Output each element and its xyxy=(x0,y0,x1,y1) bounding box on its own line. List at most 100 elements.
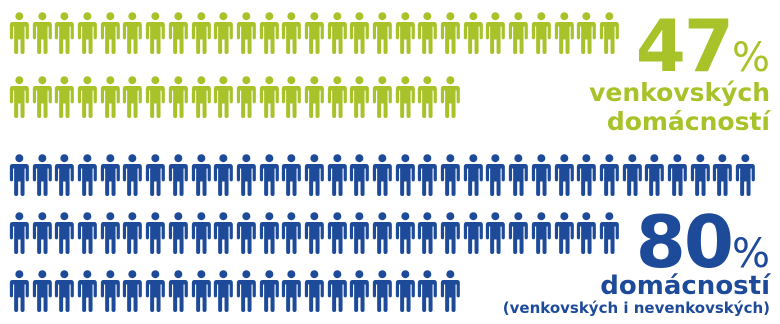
rural-percent-value: 47 xyxy=(635,4,734,88)
rural-people-row-2 xyxy=(8,76,462,118)
person-icon xyxy=(99,12,122,54)
person-icon xyxy=(394,154,417,196)
person-icon xyxy=(8,12,31,54)
person-icon xyxy=(326,270,349,312)
person-icon xyxy=(553,12,576,54)
person-icon xyxy=(439,12,462,54)
person-icon xyxy=(8,76,31,118)
all-sublabel: (venkovských i nevenkovských) xyxy=(502,299,770,317)
person-icon xyxy=(484,12,507,54)
person-icon xyxy=(8,154,31,196)
person-icon xyxy=(371,270,394,312)
person-icon xyxy=(643,154,666,196)
person-icon xyxy=(167,270,190,312)
person-icon xyxy=(235,212,258,254)
person-icon xyxy=(235,12,258,54)
all-people-row-3 xyxy=(8,270,462,312)
person-icon xyxy=(144,270,167,312)
person-icon xyxy=(31,12,54,54)
person-icon xyxy=(190,76,213,118)
person-icon xyxy=(167,76,190,118)
person-icon xyxy=(212,154,235,196)
rural-percent-sign: % xyxy=(731,35,770,81)
all-label: domácností xyxy=(600,271,770,301)
person-icon xyxy=(348,270,371,312)
person-icon xyxy=(190,154,213,196)
person-icon xyxy=(326,12,349,54)
person-icon xyxy=(439,270,462,312)
person-icon xyxy=(280,154,303,196)
person-icon xyxy=(280,12,303,54)
person-icon xyxy=(734,154,757,196)
person-icon xyxy=(258,212,281,254)
person-icon xyxy=(235,76,258,118)
person-icon xyxy=(530,154,553,196)
person-icon xyxy=(416,212,439,254)
person-icon xyxy=(371,212,394,254)
person-icon xyxy=(462,154,485,196)
person-icon xyxy=(144,154,167,196)
person-icon xyxy=(31,212,54,254)
person-icon xyxy=(348,212,371,254)
rural-stat: 47% venkovských domácností xyxy=(589,10,770,136)
all-percent-sign: % xyxy=(731,231,770,277)
person-icon xyxy=(258,270,281,312)
person-icon xyxy=(348,76,371,118)
person-icon xyxy=(303,12,326,54)
person-icon xyxy=(416,270,439,312)
person-icon xyxy=(416,154,439,196)
person-icon xyxy=(394,270,417,312)
rural-label-line2: domácností xyxy=(606,107,770,136)
person-icon xyxy=(190,270,213,312)
person-icon xyxy=(280,76,303,118)
person-icon xyxy=(121,12,144,54)
person-icon xyxy=(144,76,167,118)
person-icon xyxy=(167,212,190,254)
person-icon xyxy=(31,154,54,196)
person-icon xyxy=(212,76,235,118)
person-icon xyxy=(280,270,303,312)
person-icon xyxy=(76,76,99,118)
person-icon xyxy=(416,12,439,54)
person-icon xyxy=(99,270,122,312)
person-icon xyxy=(235,270,258,312)
person-icon xyxy=(76,270,99,312)
person-icon xyxy=(121,76,144,118)
person-icon xyxy=(8,212,31,254)
person-icon xyxy=(416,76,439,118)
person-icon xyxy=(507,12,530,54)
person-icon xyxy=(53,12,76,54)
person-icon xyxy=(326,76,349,118)
person-icon xyxy=(121,212,144,254)
person-icon xyxy=(371,154,394,196)
person-icon xyxy=(394,76,417,118)
person-icon xyxy=(53,270,76,312)
all-percent-value: 80 xyxy=(635,200,734,284)
person-icon xyxy=(462,12,485,54)
person-icon xyxy=(144,12,167,54)
person-icon xyxy=(167,154,190,196)
person-icon xyxy=(99,154,122,196)
person-icon xyxy=(121,270,144,312)
person-icon xyxy=(530,12,553,54)
person-icon xyxy=(666,154,689,196)
person-icon xyxy=(621,154,644,196)
person-icon xyxy=(31,76,54,118)
person-icon xyxy=(144,212,167,254)
person-icon xyxy=(303,154,326,196)
person-icon xyxy=(439,212,462,254)
person-icon xyxy=(326,154,349,196)
all-stat: 80% domácností (venkovských i nevenkovsk… xyxy=(503,206,770,316)
person-icon xyxy=(598,154,621,196)
person-icon xyxy=(53,76,76,118)
person-icon xyxy=(348,154,371,196)
person-icon xyxy=(53,154,76,196)
person-icon xyxy=(212,212,235,254)
person-icon xyxy=(507,154,530,196)
person-icon xyxy=(99,212,122,254)
person-icon xyxy=(258,76,281,118)
person-icon xyxy=(212,12,235,54)
person-icon xyxy=(280,212,303,254)
person-icon xyxy=(190,12,213,54)
person-icon xyxy=(235,154,258,196)
